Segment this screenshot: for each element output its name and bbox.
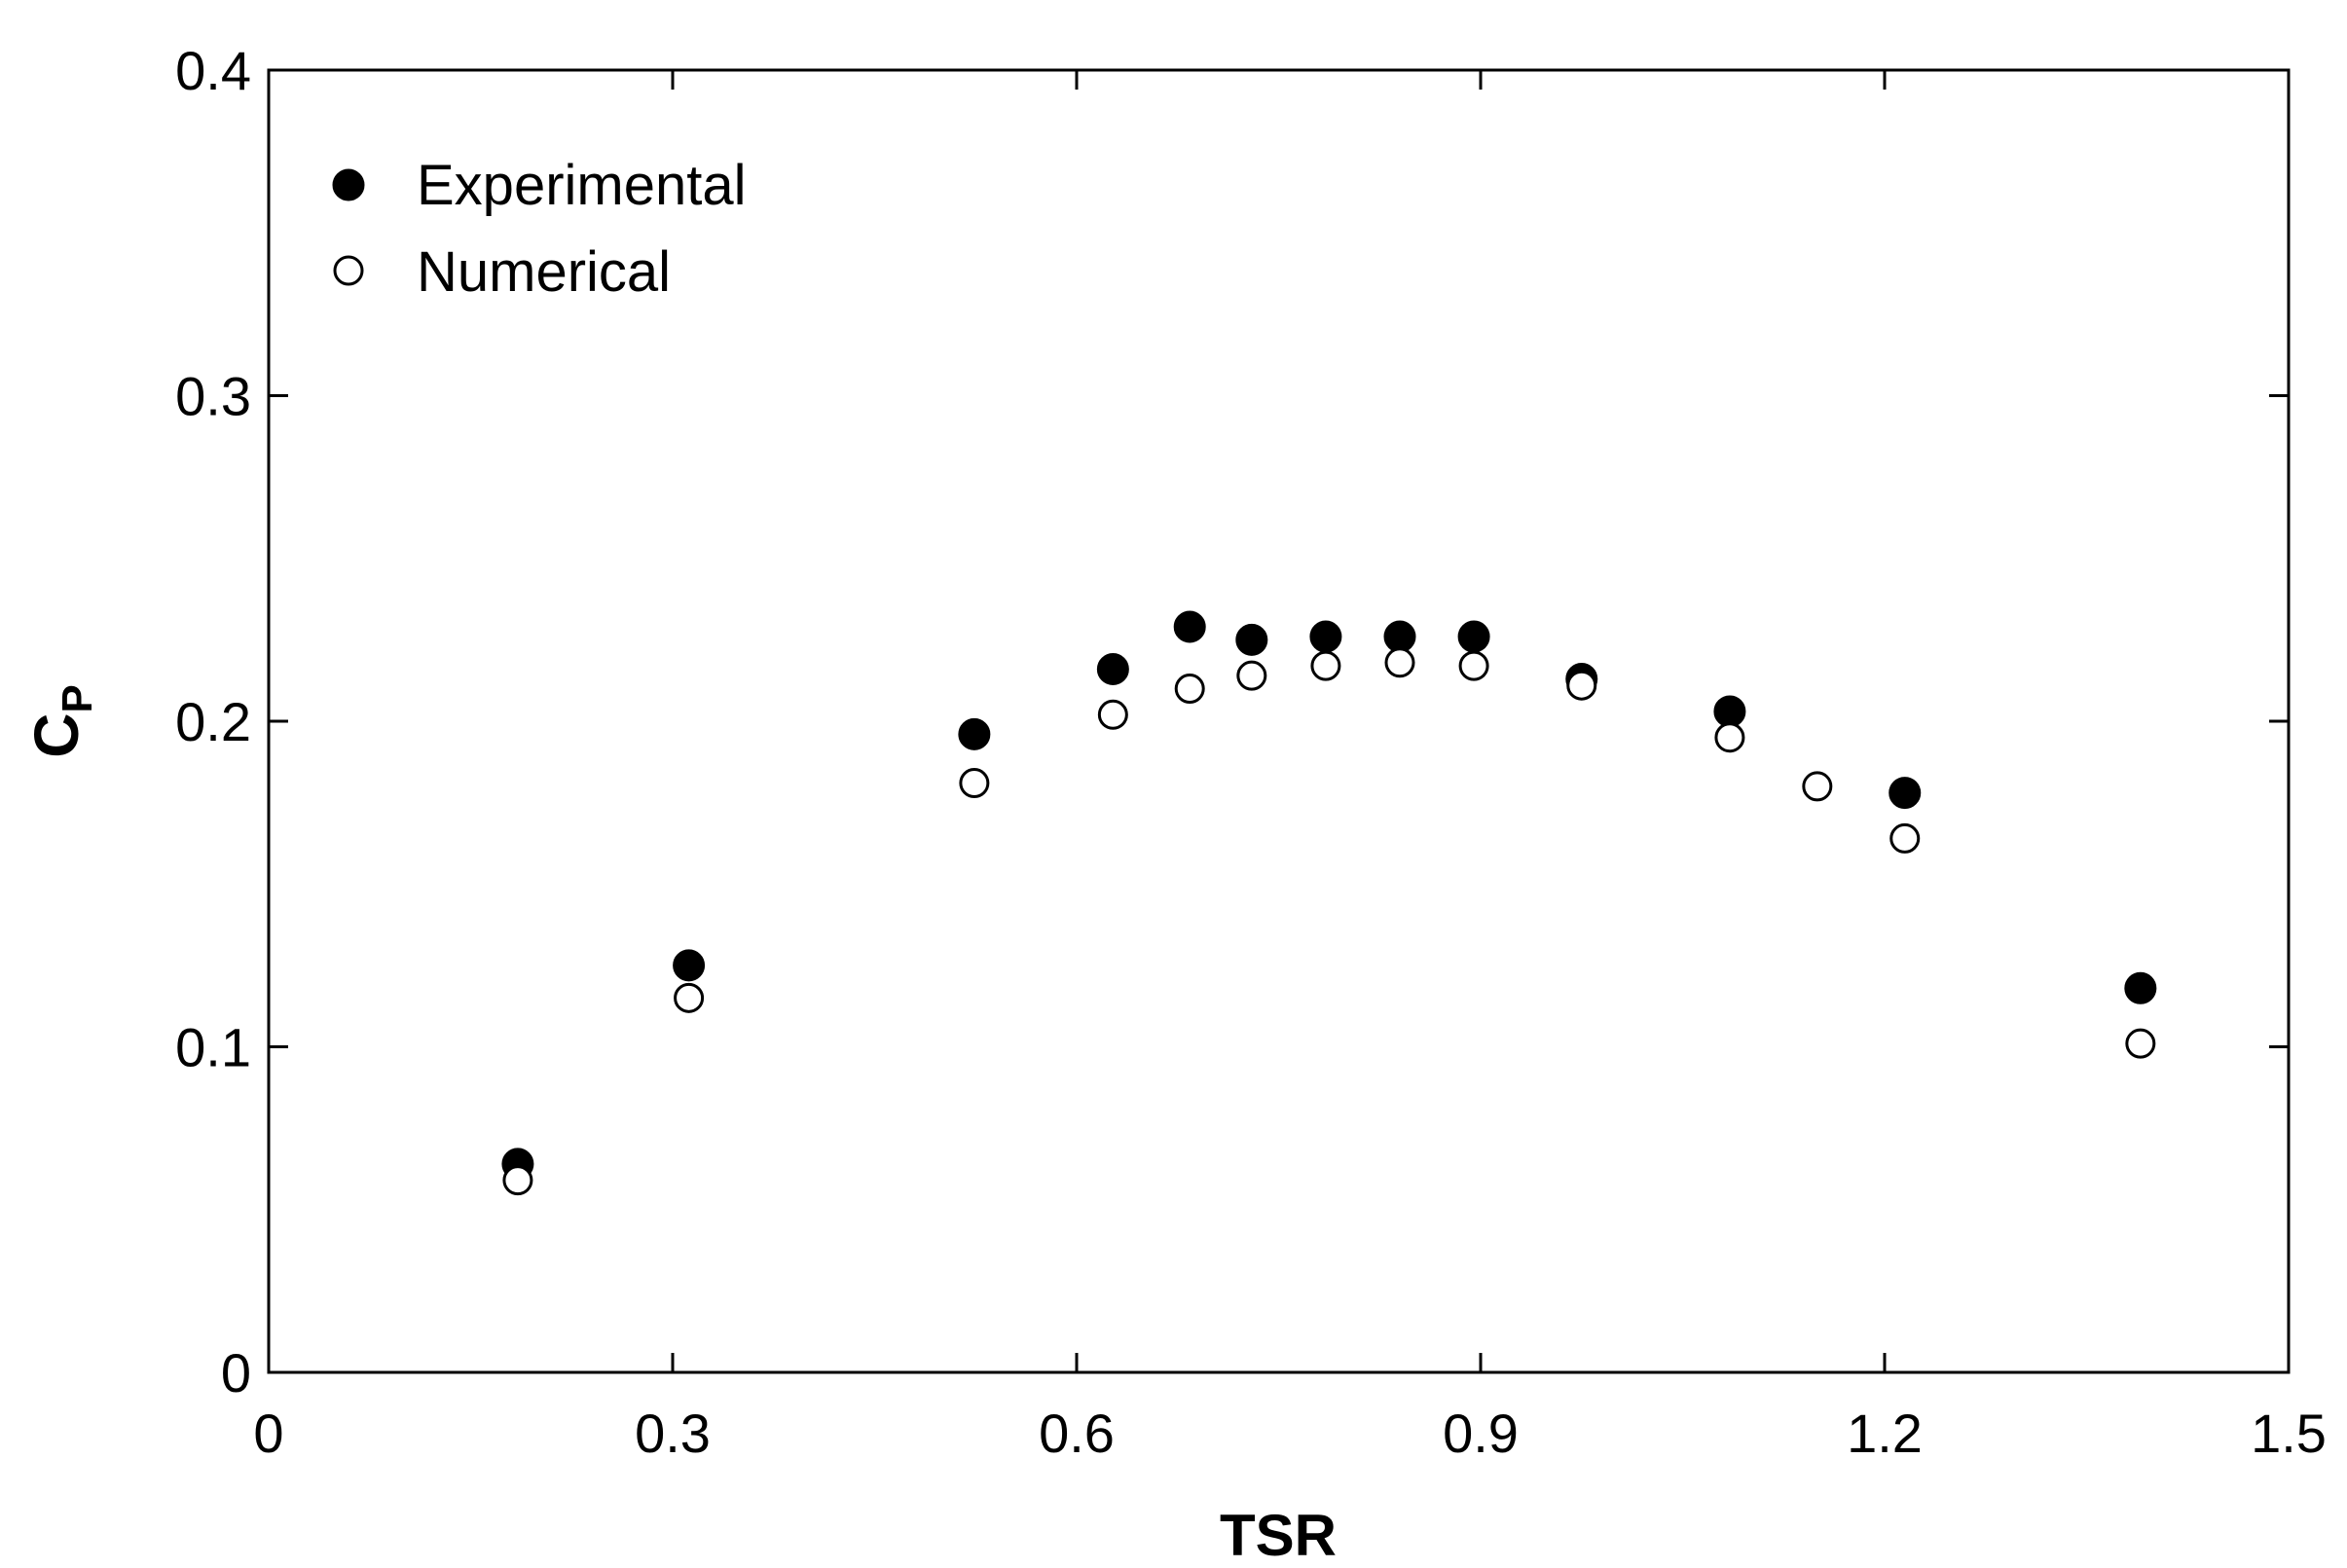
point-numerical [1174, 674, 1205, 705]
point-experimental [1457, 620, 1490, 653]
y-tick-label: 0.1 [175, 1017, 251, 1078]
point-numerical [502, 1165, 533, 1196]
point-numerical [1310, 650, 1341, 681]
y-tick-label: 0.3 [175, 366, 251, 427]
x-axis-title: TSR [1220, 1503, 1337, 1568]
point-numerical [674, 982, 705, 1013]
point-numerical [1097, 699, 1128, 730]
point-experimental [1889, 777, 1922, 810]
point-experimental [1309, 620, 1342, 653]
point-experimental [2124, 971, 2157, 1004]
y-axis-title-subscript: P [54, 684, 101, 712]
data-points [501, 610, 2157, 1196]
point-numerical [2125, 1028, 2156, 1059]
y-tick-label: 0.2 [175, 691, 251, 752]
x-tick-label: 0 [253, 1403, 283, 1464]
point-numerical [1384, 647, 1415, 678]
point-numerical [1566, 670, 1597, 701]
y-tick-label: 0.4 [175, 40, 251, 101]
legend-label-experimental: Experimental [417, 154, 746, 217]
x-tick-label: 0.9 [1443, 1403, 1519, 1464]
point-numerical [959, 768, 990, 799]
legend: Experimental Numerical [332, 154, 746, 304]
point-numerical [1458, 650, 1489, 681]
plot-frame [267, 68, 2291, 1374]
point-numerical [1714, 722, 1745, 753]
y-axis-title-main: C [21, 713, 92, 758]
x-tick-label: 1.5 [2251, 1403, 2327, 1464]
x-tick-labels: 0 0.3 0.6 0.9 1.2 1.5 [253, 1403, 2327, 1464]
point-experimental [1235, 623, 1268, 656]
x-tick-label: 1.2 [1847, 1403, 1923, 1464]
point-experimental [1383, 620, 1416, 653]
legend-marker-experimental [332, 168, 365, 201]
point-numerical [1802, 771, 1833, 802]
y-tick-label: 0 [221, 1342, 251, 1404]
point-experimental [1096, 652, 1129, 685]
point-experimental [673, 949, 706, 982]
point-experimental [1173, 610, 1206, 643]
y-axis-title: CP [21, 684, 101, 758]
legend-label-numerical: Numerical [417, 240, 671, 304]
x-tick-label: 0.3 [635, 1403, 711, 1464]
point-experimental [958, 717, 991, 750]
point-numerical [1889, 822, 1921, 854]
legend-marker-numerical [333, 255, 364, 286]
y-tick-labels: 0 0.1 0.2 0.3 0.4 [175, 40, 251, 1404]
point-experimental [1713, 695, 1746, 728]
point-numerical [1236, 660, 1267, 691]
x-tick-label: 0.6 [1039, 1403, 1115, 1464]
